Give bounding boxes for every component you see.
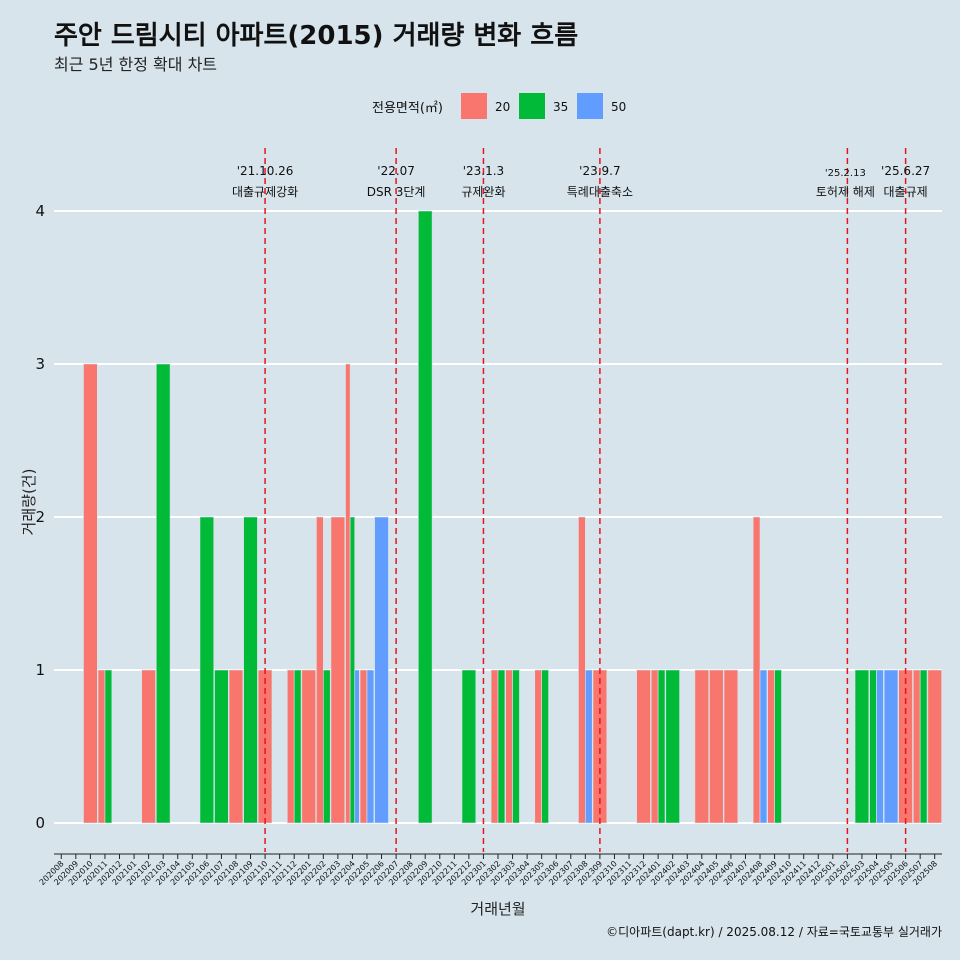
bar-35-202402 xyxy=(665,669,680,824)
bar-35-202109 xyxy=(243,516,258,824)
bar-50-202505 xyxy=(883,669,899,824)
event-label: 규제완화 xyxy=(461,185,505,199)
event-date: '22.07 xyxy=(377,164,415,178)
bar-20-202102 xyxy=(141,669,156,824)
legend: 전용면적(㎡) 20 35 50 xyxy=(372,93,626,119)
bar-20-202011 xyxy=(97,669,106,824)
bar-35-202112 xyxy=(293,669,302,824)
bar-20-202204 xyxy=(345,363,351,824)
bar-20-202308 xyxy=(578,516,586,824)
y-tick-label: 2 xyxy=(35,508,45,526)
event-date: '25.6.27 xyxy=(881,164,930,178)
bar-35-202107 xyxy=(214,669,229,824)
bar-20-202305 xyxy=(534,669,542,824)
event-label: 특례대출축소 xyxy=(567,185,633,199)
bar-20-202201 xyxy=(301,669,316,824)
event-label: 토허제 해제 xyxy=(816,185,875,199)
chart-subtitle: 최근 5년 한정 확대 차트 xyxy=(54,55,217,74)
bar-20-202010 xyxy=(83,363,98,824)
y-tick-label: 1 xyxy=(35,661,45,679)
bar-50-202205 xyxy=(366,669,375,824)
bar-35-202507 xyxy=(919,669,928,824)
bar-20-202205 xyxy=(359,669,368,824)
bar-35-202305 xyxy=(541,669,549,824)
bar-35-202011 xyxy=(104,669,113,824)
bar-20-202303 xyxy=(505,669,513,824)
event-date: '23.1.3 xyxy=(463,164,504,178)
bar-20-202202 xyxy=(316,516,324,824)
legend-swatch-50 xyxy=(577,93,603,119)
bar-35-202103 xyxy=(155,363,171,824)
bar-20-202404 xyxy=(694,669,710,824)
bars xyxy=(83,210,942,824)
event-date: '21.10.26 xyxy=(237,164,294,178)
bar-20-202203 xyxy=(330,516,346,824)
legend-label-20: 20 xyxy=(495,100,510,114)
bar-20-202408 xyxy=(752,516,761,824)
bar-20-202112 xyxy=(286,669,295,824)
bar-35-202202 xyxy=(323,669,331,824)
bar-35-202409 xyxy=(774,669,782,824)
legend-swatch-20 xyxy=(461,93,487,119)
caption: ©디아파트(dapt.kr) / 2025.08.12 / 자료=국토교통부 실… xyxy=(606,925,942,939)
event-label: 대출규제강화 xyxy=(232,185,298,199)
event-label: DSR 3단계 xyxy=(367,185,426,199)
x-axis-title: 거래년월 xyxy=(470,900,525,918)
legend-swatch-35 xyxy=(519,93,545,119)
event-date: '25.2.13 xyxy=(825,168,866,179)
legend-title: 전용면적(㎡) xyxy=(372,101,443,116)
bar-35-202303 xyxy=(512,669,520,824)
bar-35-202302 xyxy=(497,669,506,824)
event-markers: '21.10.26 대출규제강화 '22.07 DSR 3단계 '23.1.3 규제완화 '… xyxy=(232,148,930,852)
bar-20-202406 xyxy=(723,669,739,824)
bar-35-202503 xyxy=(854,669,870,824)
bar-50-202206 xyxy=(374,516,389,824)
y-tick-label: 4 xyxy=(35,202,45,220)
bar-20-202405 xyxy=(709,669,724,824)
bar-35-202401 xyxy=(657,669,666,824)
bar-35-202209 xyxy=(418,210,433,824)
event-label: 대출규제 xyxy=(884,185,928,199)
bar-35-202212 xyxy=(461,669,477,824)
bar-20-202302 xyxy=(490,669,499,824)
y-tick-label: 3 xyxy=(35,355,45,373)
bar-20-202108 xyxy=(228,669,244,824)
legend-label-35: 35 xyxy=(553,100,568,114)
bar-50-202204 xyxy=(354,669,360,824)
bar-20-202401 xyxy=(650,669,659,824)
bar-35-202106 xyxy=(199,516,215,824)
bar-20-202409 xyxy=(767,669,775,824)
y-tick-label: 0 xyxy=(35,814,45,832)
legend-label-50: 50 xyxy=(611,100,626,114)
y-axis-title: 거래량(건) xyxy=(20,469,38,536)
x-axis: 2020082020092020102020112020122021012021… xyxy=(38,853,942,887)
bar-20-202508 xyxy=(927,669,942,824)
chart-title: 주안 드림시티 아파트(2015) 거래량 변화 흐름 xyxy=(54,21,578,51)
bar-20-202507 xyxy=(912,669,921,824)
y-axis: 0 1 2 3 4 xyxy=(35,202,45,832)
bar-20-202312 xyxy=(636,669,651,824)
bar-50-202504 xyxy=(876,669,884,824)
bar-35-202204 xyxy=(349,516,356,824)
event-date: '23.9.7 xyxy=(579,164,620,178)
bar-35-202504 xyxy=(869,669,877,824)
bar-50-202308 xyxy=(585,669,593,824)
bar-50-202408 xyxy=(759,669,768,824)
